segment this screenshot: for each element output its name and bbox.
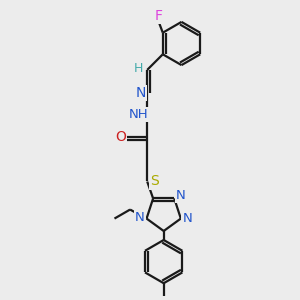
Text: H: H	[134, 62, 143, 75]
Text: N: N	[176, 189, 186, 202]
Text: N: N	[135, 86, 146, 100]
Text: O: O	[115, 130, 126, 144]
Text: N: N	[135, 211, 145, 224]
Text: S: S	[150, 175, 159, 188]
Text: N: N	[182, 212, 192, 225]
Text: F: F	[154, 9, 162, 23]
Text: NH: NH	[129, 108, 148, 122]
